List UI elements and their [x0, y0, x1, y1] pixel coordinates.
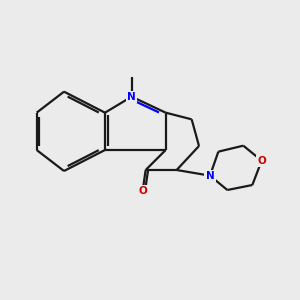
- Text: N: N: [206, 171, 214, 181]
- Text: N: N: [127, 92, 136, 102]
- Text: O: O: [257, 156, 266, 166]
- Text: O: O: [138, 186, 147, 196]
